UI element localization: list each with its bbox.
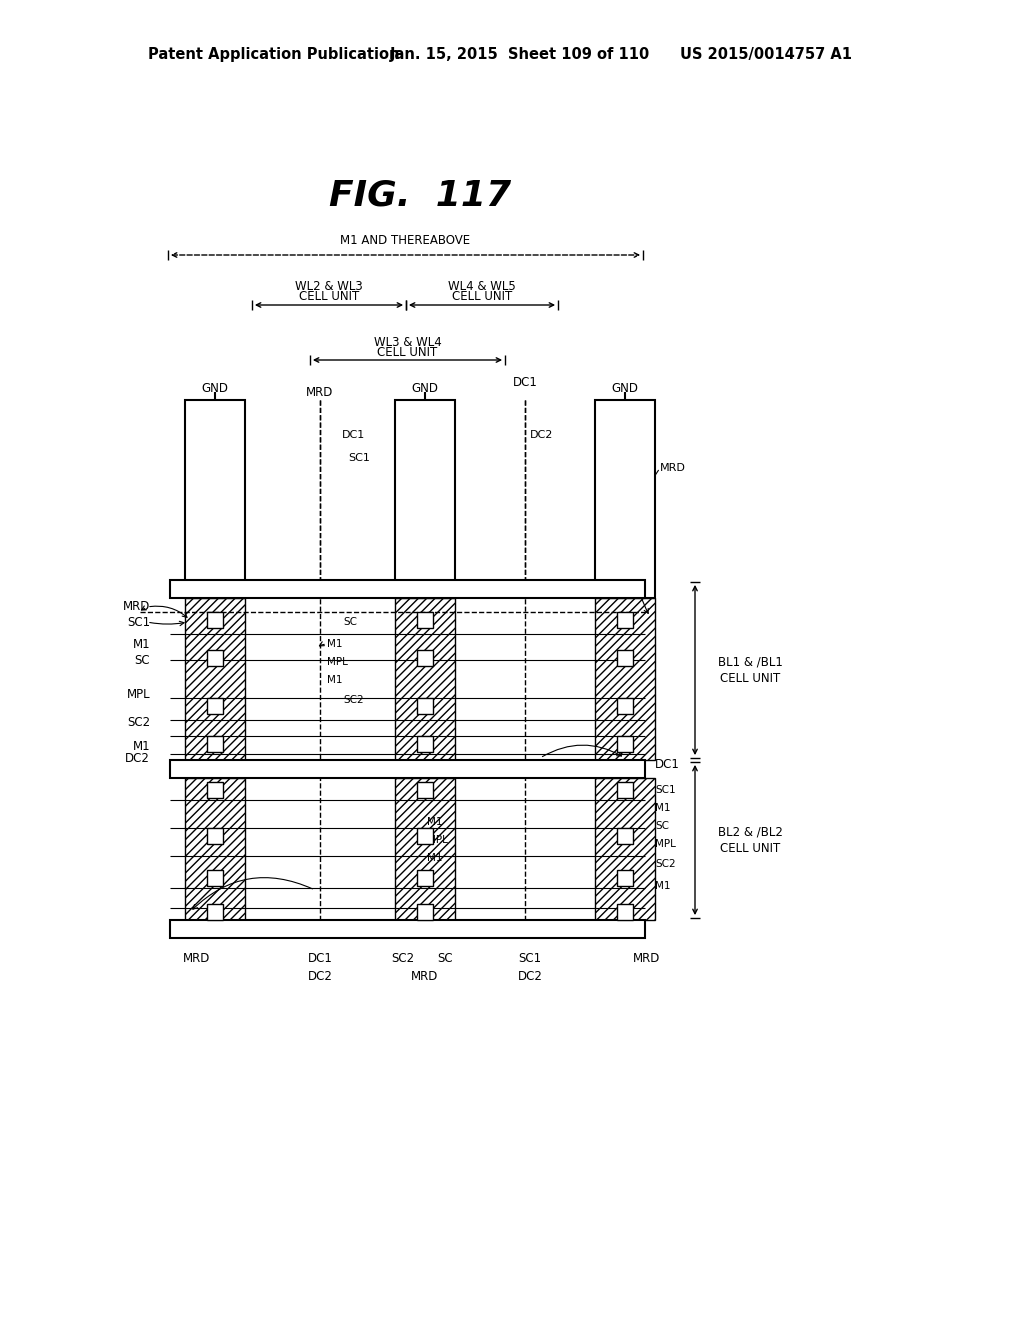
Text: CELL UNIT: CELL UNIT [720,842,780,854]
Text: FIG.  117: FIG. 117 [329,178,511,213]
Bar [617,649,633,667]
Text: DC2: DC2 [517,969,543,982]
Bar [207,698,223,714]
Text: M1: M1 [655,803,671,813]
Text: CELL UNIT: CELL UNIT [378,346,437,359]
Bar [170,579,645,598]
Bar [617,698,633,714]
Bar [170,760,645,777]
Text: SC: SC [343,616,357,627]
Text: GND: GND [611,381,639,395]
Bar [617,870,633,886]
Bar [185,400,245,598]
Text: MPL: MPL [327,657,348,667]
Bar [417,781,433,799]
Text: Patent Application Publication: Patent Application Publication [148,48,399,62]
Text: M1 AND THEREABOVE: M1 AND THEREABOVE [340,235,471,248]
Text: DC1: DC1 [655,759,680,771]
Text: M1: M1 [132,638,150,651]
Text: MRD: MRD [412,969,438,982]
Text: CELL UNIT: CELL UNIT [299,290,359,304]
Text: WL4 & WL5: WL4 & WL5 [449,281,516,293]
Text: MPL: MPL [126,689,150,701]
Text: SC2: SC2 [655,859,676,869]
Text: MRD: MRD [123,601,150,614]
Bar [207,904,223,920]
Text: SC1: SC1 [518,952,542,965]
Bar [595,400,655,598]
Text: M1: M1 [132,739,150,752]
Text: DC2: DC2 [125,751,150,764]
Bar [185,777,245,920]
Text: GND: GND [412,381,438,395]
Bar [617,904,633,920]
Text: Jan. 15, 2015  Sheet 109 of 110: Jan. 15, 2015 Sheet 109 of 110 [390,48,650,62]
Text: SC2: SC2 [391,952,415,965]
Text: SC1: SC1 [127,615,150,628]
Text: SC2: SC2 [343,696,364,705]
Bar [617,828,633,843]
Text: SC1: SC1 [655,785,676,795]
Bar [417,612,433,628]
Text: SC: SC [437,952,453,965]
Text: DC2: DC2 [530,430,553,440]
Bar [207,737,223,752]
Text: MRD: MRD [306,385,334,399]
Bar [207,781,223,799]
Bar [617,612,633,628]
Bar [207,649,223,667]
Bar [395,777,455,920]
Bar [170,920,645,939]
Text: BL2 & /BL2: BL2 & /BL2 [718,825,782,838]
Text: M1: M1 [327,639,342,649]
Text: CELL UNIT: CELL UNIT [452,290,512,304]
Bar [395,598,455,760]
Bar [617,737,633,752]
Bar [417,828,433,843]
Bar [417,904,433,920]
Bar [595,777,655,920]
Text: SC1: SC1 [348,453,370,463]
Text: CELL UNIT: CELL UNIT [720,672,780,685]
Bar [395,400,455,598]
Text: DC2: DC2 [307,969,333,982]
Text: SC: SC [134,653,150,667]
Text: MRD: MRD [633,952,660,965]
Bar [595,598,655,760]
Text: BL1 & /BL1: BL1 & /BL1 [718,656,782,668]
Text: WL2 & WL3: WL2 & WL3 [295,281,362,293]
Text: SC2: SC2 [127,715,150,729]
Bar [207,612,223,628]
Bar [185,598,245,760]
Text: DC1: DC1 [342,430,366,440]
Text: M1: M1 [655,880,671,891]
Text: WL3 & WL4: WL3 & WL4 [374,335,441,348]
Text: MPL: MPL [427,836,447,845]
Bar [417,737,433,752]
Text: DC1: DC1 [513,375,538,388]
Bar [617,781,633,799]
Bar [417,698,433,714]
Bar [207,870,223,886]
Bar [207,828,223,843]
Text: SC: SC [655,821,669,832]
Text: MRD: MRD [660,463,686,473]
Text: US 2015/0014757 A1: US 2015/0014757 A1 [680,48,852,62]
Bar [417,870,433,886]
Bar [417,649,433,667]
Text: GND: GND [202,381,228,395]
Text: MRD: MRD [183,952,211,965]
Text: M1: M1 [427,817,442,828]
Text: MPL: MPL [655,840,676,849]
Text: M1: M1 [427,853,442,863]
Text: DC1: DC1 [307,952,333,965]
Text: M1: M1 [327,675,342,685]
